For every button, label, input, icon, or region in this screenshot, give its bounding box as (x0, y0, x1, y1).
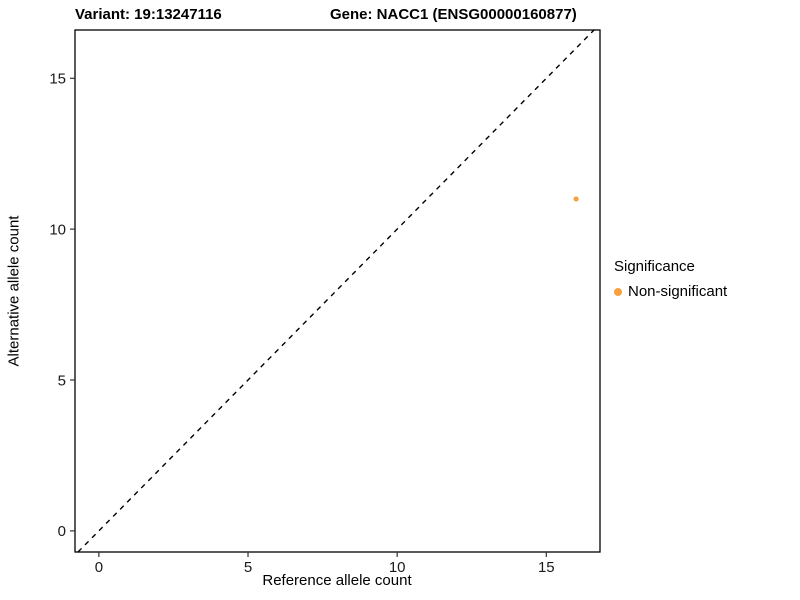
y-axis-ticks: 0 5 10 15 (49, 71, 75, 540)
x-tick-label: 5 (244, 559, 252, 576)
y-tick-label: 5 (58, 372, 66, 389)
y-tick-label: 15 (49, 71, 66, 88)
legend-key-dot-icon (614, 287, 622, 296)
x-tick-label: 15 (538, 559, 555, 576)
x-tick-label: 10 (389, 559, 406, 576)
panel-border (74, 29, 601, 553)
variant-title: Variant: 19:13247116 (75, 6, 222, 23)
legend-item-label: Non-significant (628, 283, 728, 300)
gene-title: Gene: NACC1 (ENSG00000160877) (330, 6, 577, 23)
x-axis-ticks: 0 5 10 15 (95, 552, 555, 576)
legend-title: Significance (614, 258, 695, 275)
x-axis-label: Reference allele count (262, 572, 412, 589)
data-point (573, 196, 579, 202)
legend: Significance Non-significant (614, 258, 727, 300)
legend-item: Non-significant (614, 283, 727, 300)
identity-line (77, 29, 595, 553)
x-tick-label: 0 (95, 559, 103, 576)
data-points (573, 196, 579, 202)
y-tick-label: 10 (49, 221, 66, 238)
y-tick-label: 0 (58, 523, 66, 540)
